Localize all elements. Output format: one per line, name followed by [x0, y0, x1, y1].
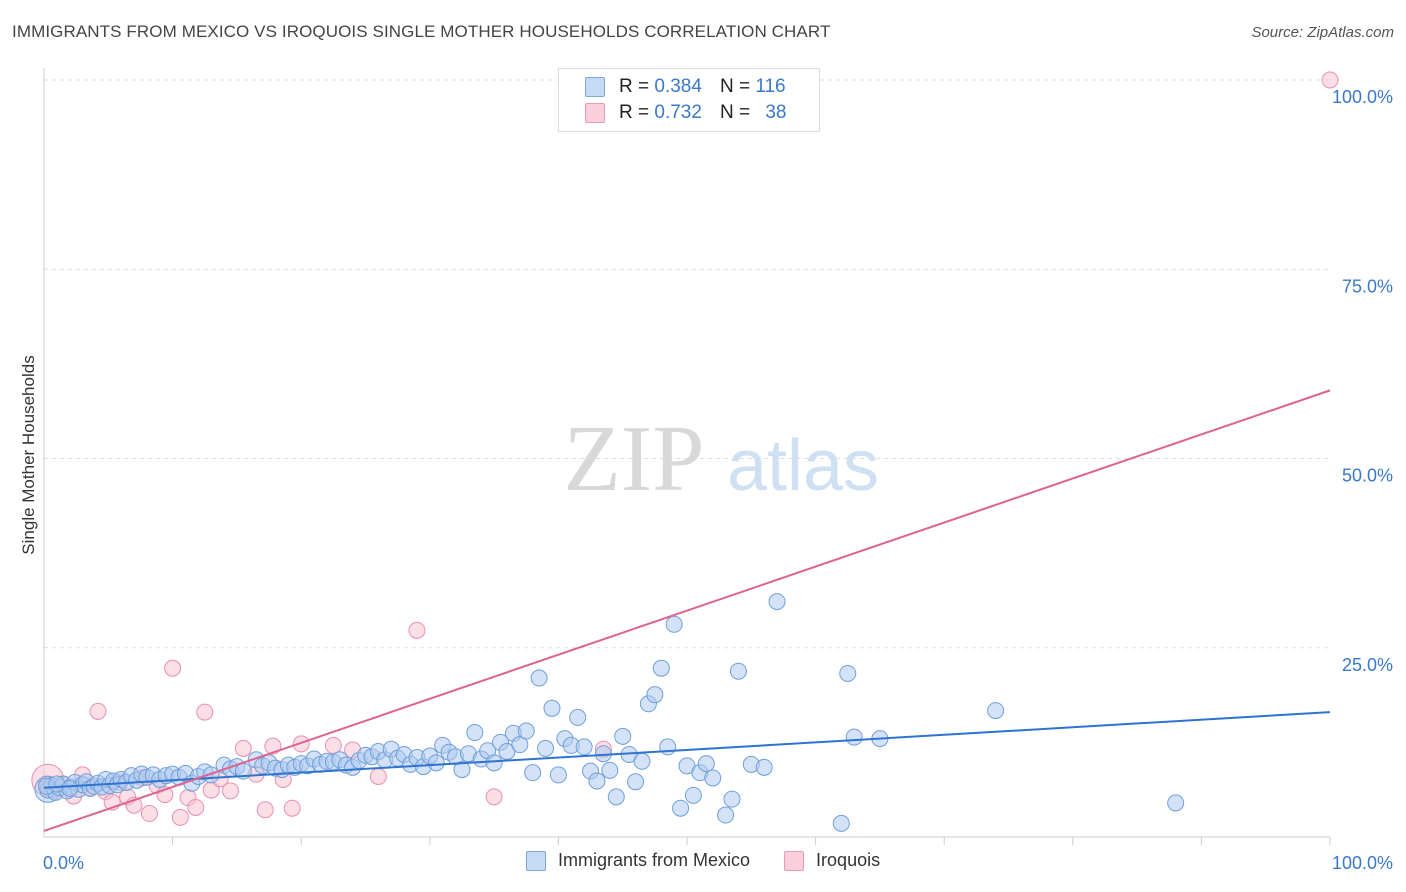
mexico-point	[530, 669, 548, 687]
iroquois-swatch	[585, 103, 605, 123]
mexico-point	[427, 754, 445, 772]
mexico-point	[768, 593, 786, 611]
mexico-point	[601, 761, 619, 779]
mexico-point	[659, 738, 677, 756]
watermark: ZIP atlas	[564, 407, 880, 511]
mexico-point	[453, 761, 471, 779]
n-value: 38	[765, 102, 787, 123]
y-tick-label: 25.0%	[1342, 655, 1393, 675]
mexico-point	[729, 662, 747, 680]
iroquois-point	[89, 702, 107, 720]
iroquois-point	[196, 703, 214, 721]
mexico-point	[652, 659, 670, 677]
iroquois-point	[171, 808, 189, 826]
stats-row-mexico: R = 0.384 N = 116	[559, 75, 786, 99]
mexico-legend-swatch	[526, 850, 546, 871]
axes	[43, 68, 1331, 845]
mexico-point	[575, 738, 593, 756]
iroquois-point	[140, 805, 158, 823]
y-tick-label: 75.0%	[1342, 276, 1393, 296]
mexico-point	[537, 739, 555, 757]
mexico-point	[511, 736, 529, 754]
iroquois-point	[164, 659, 182, 677]
n-label: N =	[719, 102, 751, 123]
n-value: 116	[755, 76, 786, 97]
mexico-point	[466, 724, 484, 742]
iroquois-point	[408, 621, 426, 639]
mexico-point	[614, 727, 632, 745]
x-tick-label: 0.0%	[43, 853, 84, 873]
iroquois-legend-swatch	[784, 850, 805, 871]
mexico-point	[607, 788, 625, 806]
mexico-point	[723, 790, 741, 808]
iroquois-trend-line	[43, 389, 1331, 832]
mexico-point	[524, 764, 542, 782]
tick-labels: 25.0% 50.0% 75.0% 100.0% 0.0% 100.0%	[43, 87, 1393, 873]
y-tick-label: 100.0%	[1332, 87, 1393, 107]
r-label: R =	[619, 102, 650, 123]
legend-label-mexico: Immigrants from Mexico	[558, 850, 751, 870]
iroquois-point	[283, 799, 301, 817]
legend-item-iroquois: Iroquois	[784, 850, 880, 871]
series-legend: Immigrants from Mexico Iroquois	[526, 850, 914, 871]
mexico-point	[987, 702, 1005, 720]
mexico-point	[704, 769, 722, 787]
y-tick-label: 50.0%	[1342, 466, 1393, 486]
iroquois-point	[324, 736, 342, 754]
mexico-point	[549, 766, 567, 784]
mexico-point	[755, 758, 773, 776]
trend-lines	[43, 389, 1331, 832]
iroquois-point	[187, 798, 205, 816]
iroquois-point	[256, 801, 274, 819]
chart-title: IMMIGRANTS FROM MEXICO VS IROQUOIS SINGL…	[12, 22, 831, 41]
watermark-zip: ZIP	[564, 407, 705, 511]
mexico-point	[839, 664, 857, 682]
chart-source: Source: ZipAtlas.com	[1251, 24, 1394, 41]
mexico-point	[684, 786, 702, 804]
n-label: N =	[719, 76, 751, 97]
r-label: R =	[619, 76, 650, 97]
r-value: 0.732	[654, 102, 702, 123]
mexico-point	[697, 755, 715, 773]
mexico-point	[832, 814, 850, 832]
mexico-swatch	[585, 77, 605, 97]
mexico-point	[665, 615, 683, 633]
mexico-point	[61, 780, 79, 798]
x-tick-label: 100.0%	[1332, 853, 1393, 873]
iroquois-point	[221, 782, 239, 800]
mexico-point	[845, 728, 863, 746]
stats-row-iroquois: R = 0.732 N = 38	[559, 101, 786, 125]
mexico-point	[633, 752, 651, 770]
mexico-point	[543, 699, 561, 717]
iroquois-point	[234, 739, 252, 757]
watermark-atlas: atlas	[727, 426, 879, 506]
mexico-point	[569, 708, 587, 726]
iroquois-point	[292, 735, 310, 753]
legend-label-iroquois: Iroquois	[816, 850, 881, 870]
legend-item-mexico: Immigrants from Mexico	[526, 850, 750, 871]
r-value: 0.384	[654, 76, 702, 97]
grid-lines	[44, 79, 1330, 649]
mexico-point	[672, 799, 690, 817]
iroquois-point	[369, 767, 387, 785]
mexico-point	[485, 754, 503, 772]
stats-legend: R = 0.384 N = 116 R = 0.732 N = 38	[558, 68, 820, 132]
mexico-point	[588, 772, 606, 790]
mexico-point	[717, 806, 735, 824]
mexico-point	[627, 773, 645, 791]
mexico-trend-line	[43, 711, 1331, 789]
mexico-point	[1167, 794, 1185, 812]
iroquois-point	[485, 788, 503, 806]
iroquois-point	[1321, 71, 1339, 89]
mexico-point	[517, 722, 535, 740]
mexico-point	[646, 686, 664, 704]
